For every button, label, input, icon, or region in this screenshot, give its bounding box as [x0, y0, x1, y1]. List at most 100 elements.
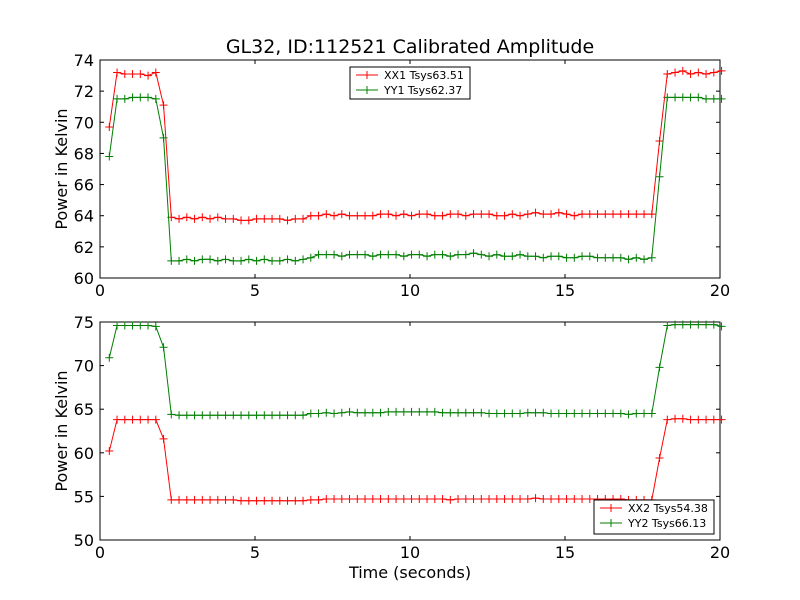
- chart-1-series-2-point: [423, 252, 432, 261]
- chart-1-series-1-point: [702, 70, 711, 79]
- chart-1-series-2-point: [268, 256, 277, 265]
- chart-1-series-2-point: [384, 250, 393, 259]
- chart-2-series-2-point: [345, 407, 354, 416]
- chart-2-series-2-point: [368, 408, 377, 417]
- chart-1-series-2-point: [144, 93, 153, 102]
- chart-2-x-tick-label: 10: [400, 543, 420, 562]
- chart-1-series-1-point: [616, 210, 625, 219]
- chart-1-series-2-point: [531, 252, 540, 261]
- chart-1-series-1-point: [213, 213, 222, 222]
- chart-1-x-tick-label: 5: [250, 281, 260, 300]
- chart-2-series-1-point: [407, 495, 416, 504]
- chart-1-series-1-point: [399, 210, 408, 219]
- chart-1-series-2-point: [237, 256, 246, 265]
- chart-2-series-2-point: [678, 320, 687, 329]
- chart-2-series-2-point: [492, 409, 501, 418]
- chart-1-series-1-point: [593, 210, 602, 219]
- chart-1-series-1-point: [430, 211, 439, 220]
- chart-1-series-2-point: [392, 250, 401, 259]
- chart-2-series-1-point: [268, 496, 277, 505]
- chart-2-series-2-point: [252, 411, 261, 420]
- chart-1-y-tick-label: 70: [74, 113, 94, 132]
- chart-1-series-1-point: [663, 70, 672, 79]
- chart-2-series-1-point: [531, 494, 540, 503]
- chart-1-title: GL32, ID:112521 Calibrated Amplitude: [226, 36, 594, 58]
- chart-2-legend-box: [593, 499, 715, 535]
- chart-2-series-2-point: [523, 408, 532, 417]
- chart-2-y-tick-label: 55: [74, 487, 94, 506]
- chart-1-series-2-point: [508, 252, 517, 261]
- chart-1-series-2-point: [337, 252, 346, 261]
- chart-2-series-2-point: [399, 407, 408, 416]
- chart-1-series-2-point: [275, 256, 284, 265]
- chart-1-series-1-point: [299, 214, 308, 223]
- chart-2-x-tick-label: 0: [95, 543, 105, 562]
- chart-1-series-1-point: [585, 210, 594, 219]
- chart-2-series-2-point: [128, 321, 137, 330]
- chart-1-series-2-point: [136, 93, 145, 102]
- chart-1-series-1-point: [268, 214, 277, 223]
- chart-1-series-1-point: [244, 216, 253, 225]
- chart-2-series-1-point: [314, 495, 323, 504]
- chart-1-series-2-point: [430, 250, 439, 259]
- chart-1-series-2-point: [175, 256, 184, 265]
- chart-2-series-1-point: [175, 495, 184, 504]
- chart-1-series-2-point: [655, 172, 664, 181]
- chart-1-series-2-point: [151, 94, 160, 103]
- chart-1-x-tick-label: 10: [400, 281, 420, 300]
- chart-2-series-2-point: [229, 411, 238, 420]
- chart-2-series-2-point: [337, 408, 346, 417]
- chart-1-series-1-point: [105, 122, 114, 131]
- chart-1-series-2-point: [570, 253, 579, 262]
- chart-1-series-1-point: [384, 210, 393, 219]
- chart-2-series-2-point: [190, 411, 199, 420]
- chart-2-series-1-point: [376, 495, 385, 504]
- chart-2-series-1-point: [260, 496, 269, 505]
- chart-1: 0 5 10 15 20 60 62 64 66 68 70 72 74 GL32, ID:112521 …: [52, 36, 730, 300]
- chart-2-series-2-point: [167, 410, 176, 419]
- chart-2-series-2-point: [655, 363, 664, 372]
- chart-1-series-2-point: [678, 93, 687, 102]
- chart-2-series-2-point: [640, 409, 649, 418]
- chart-2-y-tick-label: 60: [74, 444, 94, 463]
- chart-1-series-1-point: [547, 210, 556, 219]
- chart-2-series-2-point: [136, 321, 145, 330]
- chart-1-series-2-point: [554, 252, 563, 261]
- chart-2-series-2-point: [105, 353, 114, 362]
- chart-2-series-1-point: [237, 496, 246, 505]
- chart-1-series-1-point: [531, 208, 540, 217]
- chart-2-series-1-point: [570, 495, 579, 504]
- chart-2-series-2-point: [438, 408, 447, 417]
- chart-2-series-1-point: [229, 495, 238, 504]
- chart-1-series-1-point: [353, 211, 362, 220]
- chart-2-series-1-point: [438, 495, 447, 504]
- chart-2-series-1-point: [252, 496, 261, 505]
- chart-2-series-2-point: [624, 410, 633, 419]
- chart-2-series-1-point: [485, 495, 494, 504]
- chart-1-series-1-point: [454, 210, 463, 219]
- chart-1-series-2-point: [469, 249, 478, 258]
- chart-2-legend-swatch-marker: [607, 504, 615, 512]
- chart-2-series-2-point: [446, 408, 455, 417]
- chart-2-series-2-point: [384, 407, 393, 416]
- chart-2-series-1-point: [554, 495, 563, 504]
- chart-2-series-2-point: [469, 408, 478, 417]
- chart-1-series-2-point: [229, 256, 238, 265]
- chart-2-series-1-point: [136, 415, 145, 424]
- chart-1-series-1-point: [647, 210, 656, 219]
- chart-2-series-2: [105, 320, 726, 420]
- chart-1-series-1-point: [175, 214, 184, 223]
- chart-1-series-1-point: [190, 214, 199, 223]
- chart-2-series-2-point: [423, 407, 432, 416]
- chart-2-series-1-point: [291, 496, 300, 505]
- chart-2-series-2-point: [244, 411, 253, 420]
- chart-1-legend-swatch-marker: [363, 71, 371, 79]
- chart-2-series-2-point: [415, 407, 424, 416]
- chart-2-series-1-point: [694, 415, 703, 424]
- chart-1-series-2-point: [492, 250, 501, 259]
- chart-1-series-1-point: [508, 210, 517, 219]
- chart-1-series-2-point: [671, 93, 680, 102]
- chart-1-series-2-point: [376, 250, 385, 259]
- chart-2-series-1-point: [446, 495, 455, 504]
- chart-1-series-1-point: [539, 210, 548, 219]
